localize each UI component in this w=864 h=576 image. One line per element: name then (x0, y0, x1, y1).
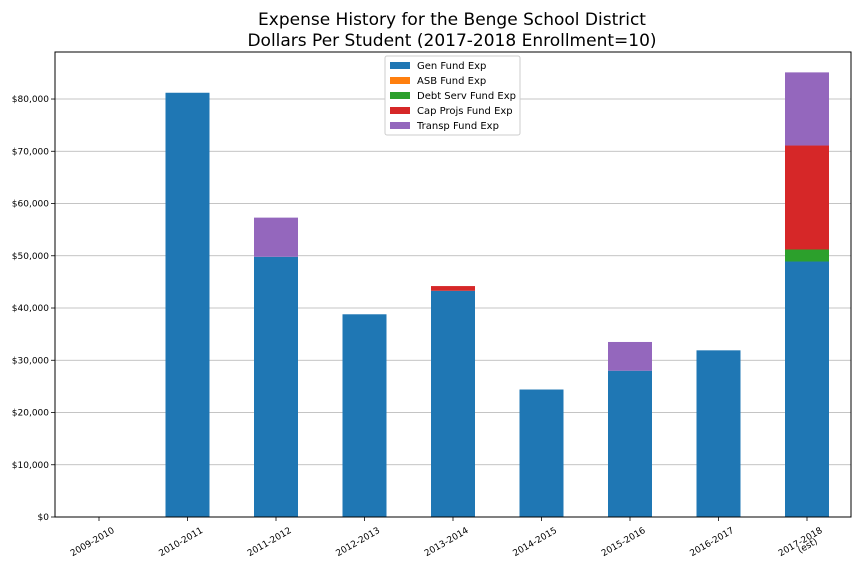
y-tick-label: $20,000 (12, 409, 49, 419)
y-tick-label: $40,000 (12, 304, 49, 314)
bar-segment (342, 314, 387, 517)
bar-segment (785, 261, 829, 517)
bar-segment (785, 72, 829, 146)
y-tick-label: $60,000 (12, 200, 49, 210)
x-tick-label: 2010-2011 (158, 526, 205, 559)
legend-swatch (390, 92, 410, 99)
bar-segment (696, 350, 741, 517)
y-axis: $0 $10,000 $20,000 $30,000 $40,000 $50,000 $60… (12, 95, 55, 523)
legend-swatch (390, 107, 410, 114)
legend-label: Cap Projs Fund Exp (417, 106, 513, 117)
legend-box (384, 55, 521, 136)
x-tick-label: 2015-2016 (600, 526, 648, 559)
chart-subtitle: Dollars Per Student (2017-2018 Enrollmen… (247, 31, 656, 51)
bar-segment (431, 290, 475, 517)
y-tick-label: $80,000 (12, 95, 49, 105)
bar-segment (431, 286, 475, 291)
bar-segment (608, 370, 652, 517)
y-tick-label: $50,000 (12, 252, 49, 262)
legend-swatch (390, 62, 410, 69)
x-tick-label: 2013-2014 (423, 526, 471, 559)
legend-label: Debt Serv Fund Exp (417, 91, 516, 102)
bar-segment (254, 217, 298, 257)
legend-label: Transp Fund Exp (416, 121, 499, 132)
bar-segment (785, 249, 829, 262)
x-axis: 2009-2010 2010-2011 2011-2012 2012-2013 2013… (69, 517, 825, 559)
legend-label: Gen Fund Exp (417, 61, 486, 72)
legend: Gen Fund Exp ASB Fund Exp Debt Serv Fund E… (384, 55, 521, 136)
bar-segment (254, 256, 298, 517)
chart-title: Expense History for the Benge School Dis… (258, 10, 646, 30)
bar-segment (608, 341, 652, 371)
legend-swatch (390, 77, 410, 84)
bar-segment (519, 389, 564, 517)
x-tick-label: 2014-2015 (512, 526, 559, 559)
x-tick-label: 2016-2017 (689, 526, 736, 559)
x-tick-label: 2012-2013 (335, 526, 382, 559)
bars (165, 72, 829, 517)
y-tick-label: $30,000 (12, 356, 49, 366)
legend-label: ASB Fund Exp (417, 76, 486, 87)
bar-segment (165, 92, 210, 517)
y-tick-label: $0 (38, 513, 50, 523)
y-tick-label: $70,000 (12, 147, 49, 157)
x-tick-label: 2011-2012 (246, 526, 293, 559)
y-tick-label: $10,000 (12, 461, 49, 471)
bar-segment (785, 145, 829, 250)
legend-swatch (390, 122, 410, 129)
x-tick-label: 2009-2010 (69, 526, 117, 559)
